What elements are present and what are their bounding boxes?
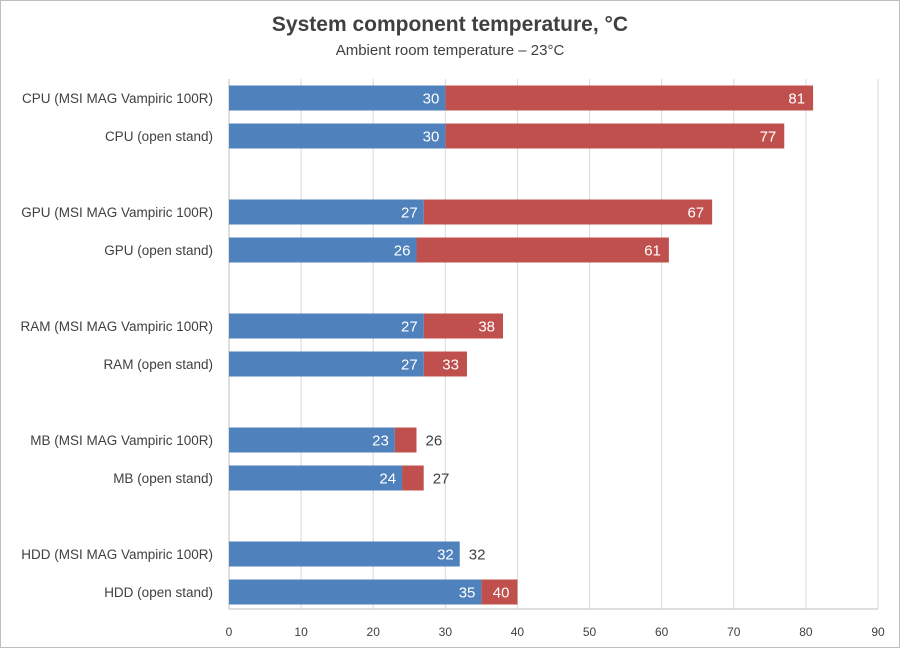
x-tick-label: 80 [799,625,813,639]
bar-idle [229,123,446,149]
category-label: GPU (open stand) [104,243,213,258]
x-tick-label: 30 [439,625,453,639]
bar-idle [229,541,460,567]
x-tick-label: 60 [655,625,669,639]
x-tick-label: 70 [727,625,741,639]
bar-load [416,237,669,263]
bar-load [402,465,424,491]
data-label-load: 38 [478,319,495,336]
chart-subtitle: Ambient room temperature – 23°C [335,42,565,59]
data-label-load: 81 [788,91,805,108]
data-label-idle: 35 [459,585,476,602]
bar-idle [229,199,424,225]
category-label: CPU (MSI MAG Vampiric 100R) [22,91,213,106]
bar-load [445,85,814,111]
data-label-load: 61 [644,243,661,260]
bar-load [481,579,518,605]
category-label: MB (MSI MAG Vampiric 100R) [30,433,213,448]
data-label-idle: 30 [423,129,440,146]
bar-idle [229,427,395,453]
data-label-load: 27 [433,471,450,488]
data-label-load: 77 [760,129,777,146]
category-label: RAM (MSI MAG Vampiric 100R) [20,319,213,334]
x-tick-label: 90 [871,625,885,639]
bar-idle [229,85,446,111]
data-label-idle: 32 [437,547,454,564]
bar-load [423,199,713,225]
data-label-idle: 27 [401,205,418,222]
bar-load [423,313,504,339]
data-label-idle: 26 [394,243,411,260]
bar-idle [229,237,417,263]
category-label: MB (open stand) [113,471,213,486]
data-label-load: 26 [425,433,442,450]
category-label: HDD (open stand) [104,585,213,600]
category-label: GPU (MSI MAG Vampiric 100R) [21,205,213,220]
data-label-load: 40 [493,585,510,602]
x-tick-label: 0 [226,625,233,639]
data-label-idle: 30 [423,91,440,108]
data-label-load: 33 [442,357,459,374]
data-label-load: 32 [469,547,486,564]
bar-idle [229,465,403,491]
data-label-idle: 27 [401,357,418,374]
data-label-load: 67 [687,205,704,222]
x-tick-label: 10 [294,625,308,639]
data-label-idle: 24 [379,471,396,488]
bar-idle [229,579,482,605]
chart-title: System component temperature, °C [271,13,629,36]
bar-load [394,427,417,453]
category-label: RAM (open stand) [103,357,213,372]
bar-load [445,123,785,149]
x-tick-label: 20 [367,625,381,639]
bar-idle [229,313,424,339]
x-tick-label: 50 [583,625,597,639]
bar-idle [229,351,424,377]
bar-load [423,351,467,377]
x-tick-label: 40 [511,625,525,639]
data-label-idle: 27 [401,319,418,336]
category-label: HDD (MSI MAG Vampiric 100R) [21,547,213,562]
data-label-idle: 23 [372,433,389,450]
category-label: CPU (open stand) [105,129,213,144]
